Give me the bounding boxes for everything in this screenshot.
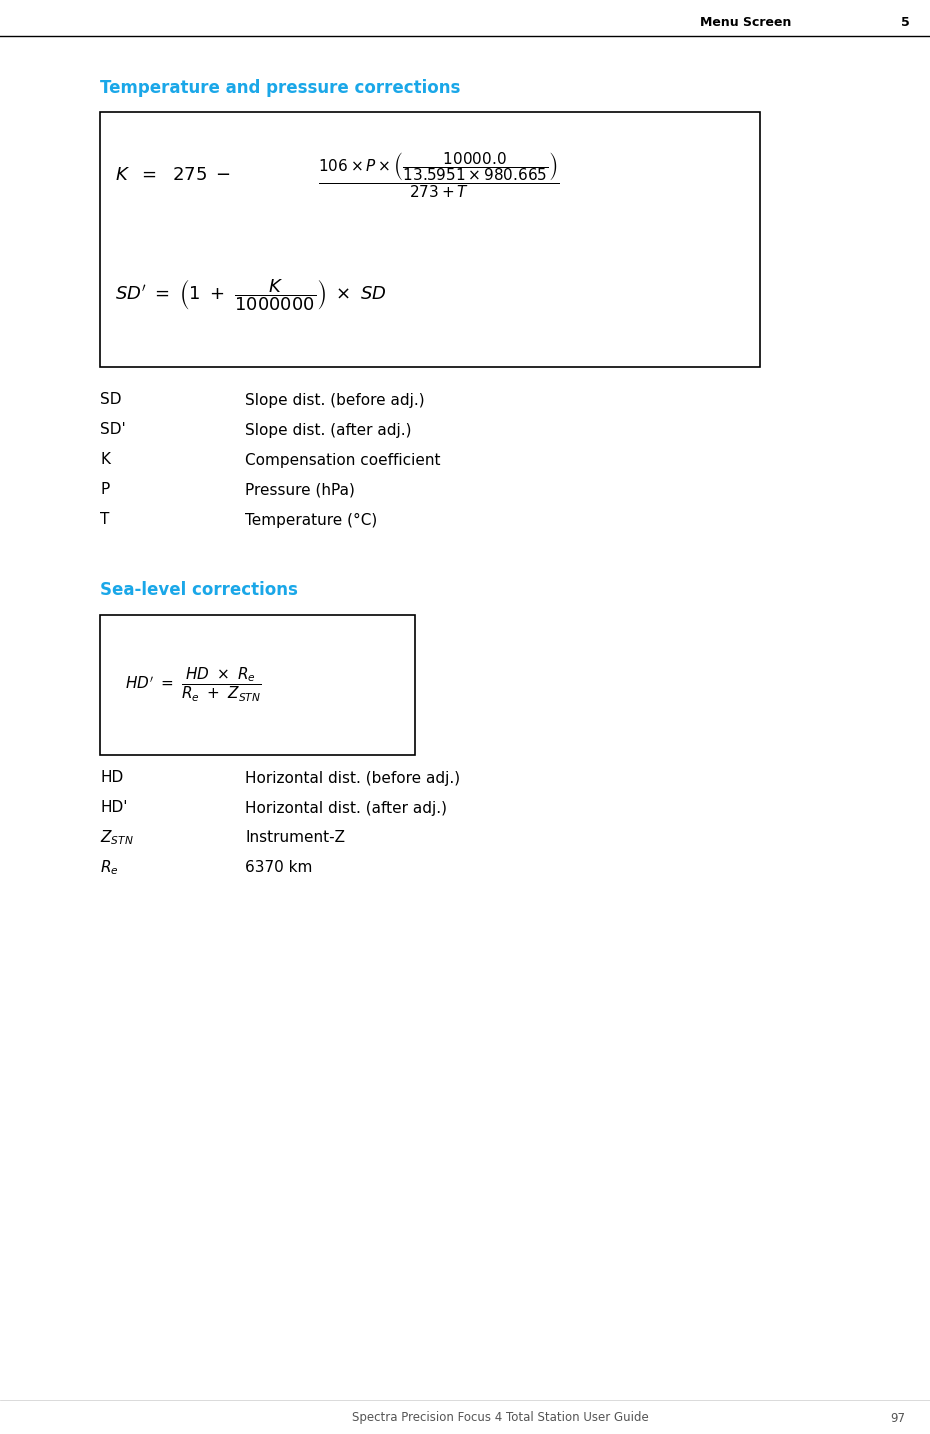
Text: HD: HD: [100, 770, 124, 786]
Text: $\dfrac{106 \times P \times \left(\dfrac{10000.0}{13.5951 \times 980.665}\right): $\dfrac{106 \times P \times \left(\dfrac…: [318, 151, 560, 199]
Text: Horizontal dist. (after adj.): Horizontal dist. (after adj.): [245, 800, 447, 816]
Text: Temperature and pressure corrections: Temperature and pressure corrections: [100, 79, 460, 98]
Text: 5: 5: [901, 16, 910, 29]
Text: $Z_{STN}$: $Z_{STN}$: [100, 829, 134, 847]
Text: Pressure (hPa): Pressure (hPa): [245, 482, 355, 498]
Text: T: T: [100, 512, 110, 528]
Text: SD: SD: [100, 393, 122, 407]
Text: Instrument-Z: Instrument-Z: [245, 830, 345, 846]
Text: Slope dist. (before adj.): Slope dist. (before adj.): [245, 393, 425, 407]
Text: P: P: [100, 482, 109, 498]
Text: Temperature (°C): Temperature (°C): [245, 512, 378, 528]
Text: K: K: [100, 453, 110, 467]
Text: Menu Screen: Menu Screen: [700, 16, 791, 29]
Text: Spectra Precision Focus 4 Total Station User Guide: Spectra Precision Focus 4 Total Station …: [352, 1411, 648, 1424]
Text: Compensation coefficient: Compensation coefficient: [245, 453, 441, 467]
Text: 97: 97: [890, 1411, 905, 1424]
Bar: [100, 112, 760, 367]
Bar: [100, 615, 415, 754]
Text: HD': HD': [100, 800, 127, 816]
Text: $HD'\ =\ \dfrac{HD\ \times\ R_e}{R_e\ +\ Z_{STN}}$: $HD'\ =\ \dfrac{HD\ \times\ R_e}{R_e\ +\…: [125, 665, 261, 704]
Text: $SD'\ =\ \left(1\ +\ \dfrac{K}{1000000}\right)\ \times\ SD$: $SD'\ =\ \left(1\ +\ \dfrac{K}{1000000}\…: [115, 277, 387, 313]
Text: Slope dist. (after adj.): Slope dist. (after adj.): [245, 423, 411, 437]
Text: $R_e$: $R_e$: [100, 859, 119, 878]
Text: Sea-level corrections: Sea-level corrections: [100, 581, 298, 599]
Text: SD': SD': [100, 423, 126, 437]
Text: Horizontal dist. (before adj.): Horizontal dist. (before adj.): [245, 770, 460, 786]
Text: 6370 km: 6370 km: [245, 860, 312, 876]
Text: $K\ \ =\ \ 275\ -$: $K\ \ =\ \ 275\ -$: [115, 166, 232, 184]
